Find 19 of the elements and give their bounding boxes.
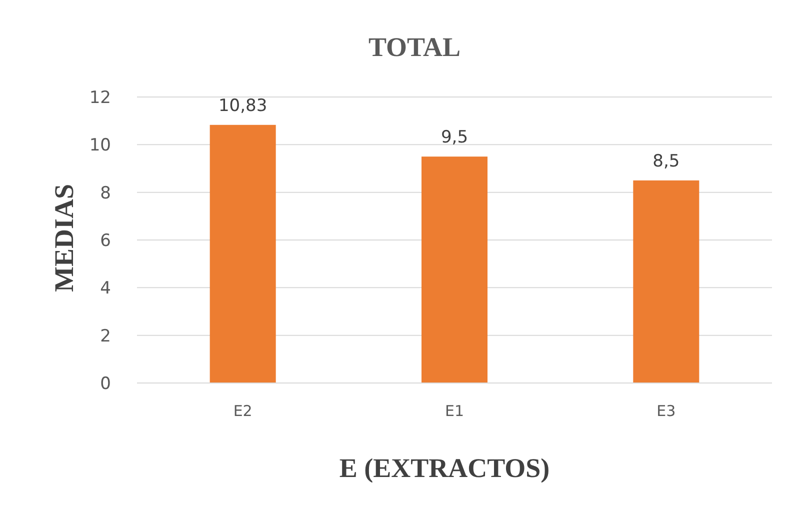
x-axis-title: E (EXTRACTOS) [339, 453, 550, 483]
y-tick-label: 12 [89, 88, 111, 108]
y-tick-label: 8 [100, 183, 111, 204]
x-tick-label: E2 [233, 402, 252, 420]
data-label: 9,5 [440, 128, 468, 148]
chart-title: TOTAL [368, 32, 461, 62]
x-tick-label: E3 [656, 402, 676, 420]
y-tick-label: 10 [89, 136, 111, 156]
y-tick-label: 0 [100, 374, 111, 394]
bar [422, 156, 488, 383]
bar [633, 180, 700, 383]
data-label: 8,5 [652, 151, 680, 172]
y-axis-title: MEDIAS [49, 184, 79, 292]
bar [210, 124, 276, 383]
y-tick-label: 6 [100, 230, 111, 251]
y-tick-label: 2 [100, 326, 111, 346]
data-label: 10,83 [218, 96, 268, 116]
x-tick-label: E1 [444, 402, 464, 420]
y-tick-label: 4 [100, 278, 111, 299]
